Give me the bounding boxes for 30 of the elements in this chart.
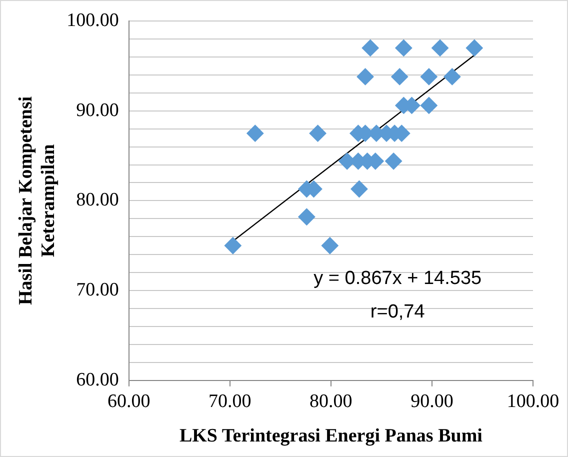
point (356, 68, 374, 86)
x-tick-label: 80.00 (310, 390, 352, 412)
y-tick-label: 60.00 (76, 369, 119, 390)
point (432, 39, 449, 56)
point (309, 124, 326, 142)
point (391, 68, 408, 86)
y-tick-label: 80.00 (76, 190, 119, 211)
point (246, 124, 264, 142)
point (321, 237, 338, 254)
point (420, 68, 438, 86)
point (385, 152, 402, 170)
y-tick-label: 100.00 (66, 10, 119, 31)
x-tick-label: 90.00 (410, 390, 454, 412)
point (395, 39, 412, 56)
point (466, 39, 483, 56)
y-tick-label: 90.00 (76, 100, 119, 121)
x-axis-title: LKS Terintegrasi Energi Panas Bumi (179, 426, 482, 447)
y-axis-title: Hasil Belajar Kompetensi Keterampilan (15, 96, 60, 306)
annotation: y = 0.867x + 14.535 (314, 268, 482, 289)
point (224, 237, 242, 254)
x-tick-label: 70.00 (208, 390, 252, 412)
annotation: r=0,74 (370, 302, 426, 323)
point (444, 68, 461, 86)
y-tick-label: 70.00 (76, 280, 119, 301)
x-tick-label: 100.00 (506, 390, 560, 412)
point (420, 96, 438, 114)
point (350, 180, 368, 198)
point (298, 208, 316, 226)
x-tick-label: 60.00 (107, 390, 150, 412)
point (362, 39, 379, 56)
